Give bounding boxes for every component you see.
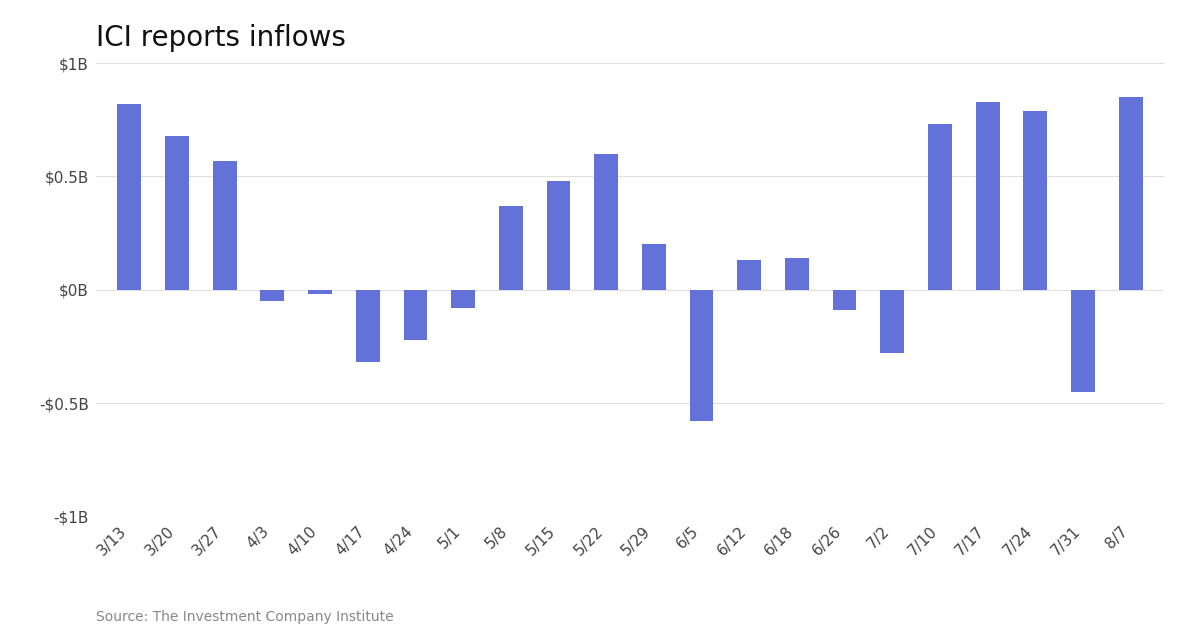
Bar <box>118 104 142 290</box>
Text: ICI reports inflows: ICI reports inflows <box>96 25 346 52</box>
Bar <box>499 206 523 290</box>
Bar <box>1072 290 1094 392</box>
Bar <box>166 135 188 290</box>
Bar <box>1024 111 1048 290</box>
Bar <box>785 258 809 290</box>
Bar <box>642 244 666 290</box>
Bar <box>403 290 427 340</box>
Bar <box>1118 97 1142 290</box>
Text: Source: The Investment Company Institute: Source: The Investment Company Institute <box>96 610 394 624</box>
Bar <box>594 154 618 290</box>
Bar <box>928 124 952 290</box>
Bar <box>308 290 332 294</box>
Bar <box>212 161 236 290</box>
Bar <box>976 101 1000 290</box>
Bar <box>737 260 761 290</box>
Bar <box>451 290 475 308</box>
Bar <box>356 290 379 362</box>
Bar <box>260 290 284 301</box>
Bar <box>546 181 570 290</box>
Bar <box>690 290 714 421</box>
Bar <box>833 290 857 310</box>
Bar <box>881 290 904 353</box>
